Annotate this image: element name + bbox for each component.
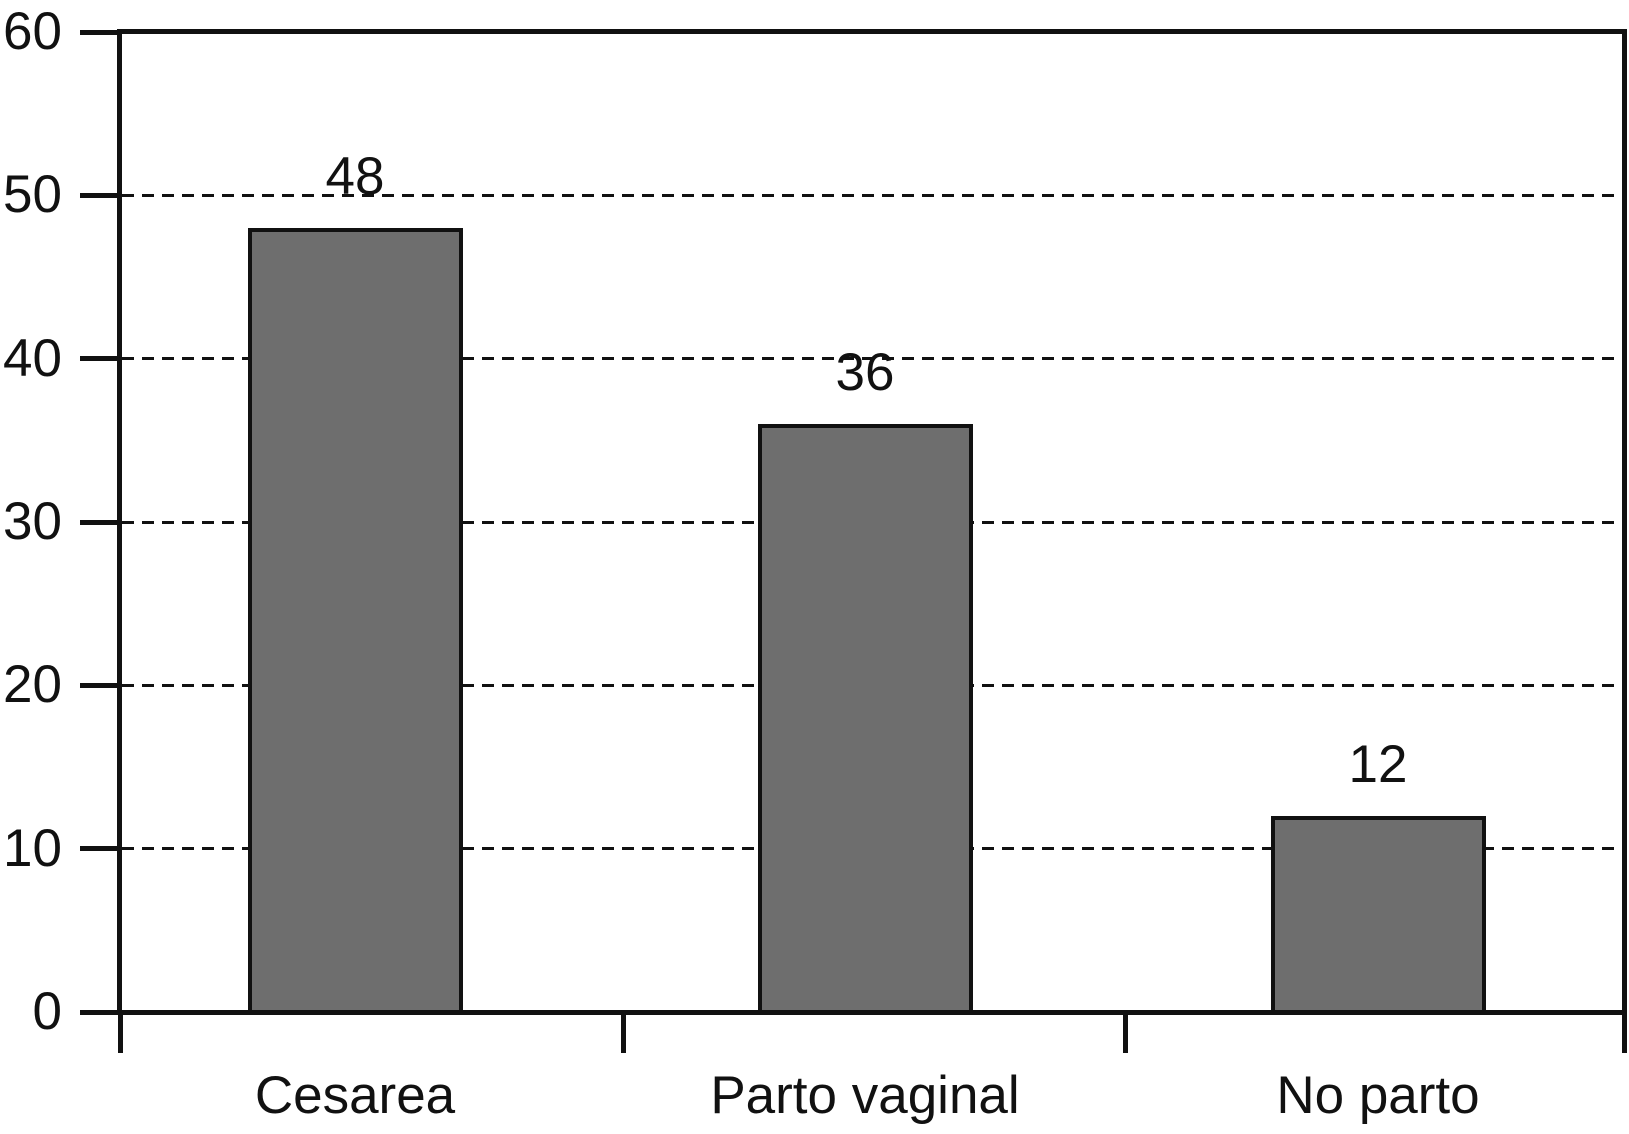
y-axis-tick-label: 20: [3, 655, 62, 714]
x-axis-category-tick: [1622, 1013, 1627, 1053]
category-label: No parto: [1276, 1066, 1480, 1125]
category-label: Parto vaginal: [710, 1066, 1020, 1125]
gridline-dashed: [122, 357, 1622, 360]
y-axis-tick: [80, 846, 118, 851]
y-axis-tick-label: 60: [3, 2, 62, 61]
x-axis-category-tick: [118, 1013, 123, 1053]
bar: [248, 228, 463, 1014]
bar-value-label: 48: [325, 147, 385, 206]
x-axis-category-tick: [621, 1013, 626, 1053]
y-axis-tick: [80, 193, 118, 198]
y-axis-tick-label: 40: [3, 329, 62, 388]
x-axis-category-tick: [1123, 1013, 1128, 1053]
gridline-dashed: [122, 194, 1622, 197]
y-axis-tick-label: 0: [32, 982, 62, 1041]
y-axis-tick-label: 30: [3, 492, 62, 551]
y-axis-tick-label: 10: [3, 819, 62, 878]
y-axis-tick: [80, 356, 118, 361]
bar: [1271, 816, 1486, 1014]
bar: [758, 424, 973, 1014]
y-axis-tick: [80, 1010, 118, 1015]
category-label: Cesarea: [254, 1066, 456, 1125]
y-axis-tick-label: 50: [3, 165, 62, 224]
bar-value-label: 36: [835, 343, 895, 402]
bar-value-label: 12: [1348, 735, 1408, 794]
y-axis-tick: [80, 30, 118, 35]
y-axis-tick: [80, 683, 118, 688]
y-axis-tick: [80, 520, 118, 525]
